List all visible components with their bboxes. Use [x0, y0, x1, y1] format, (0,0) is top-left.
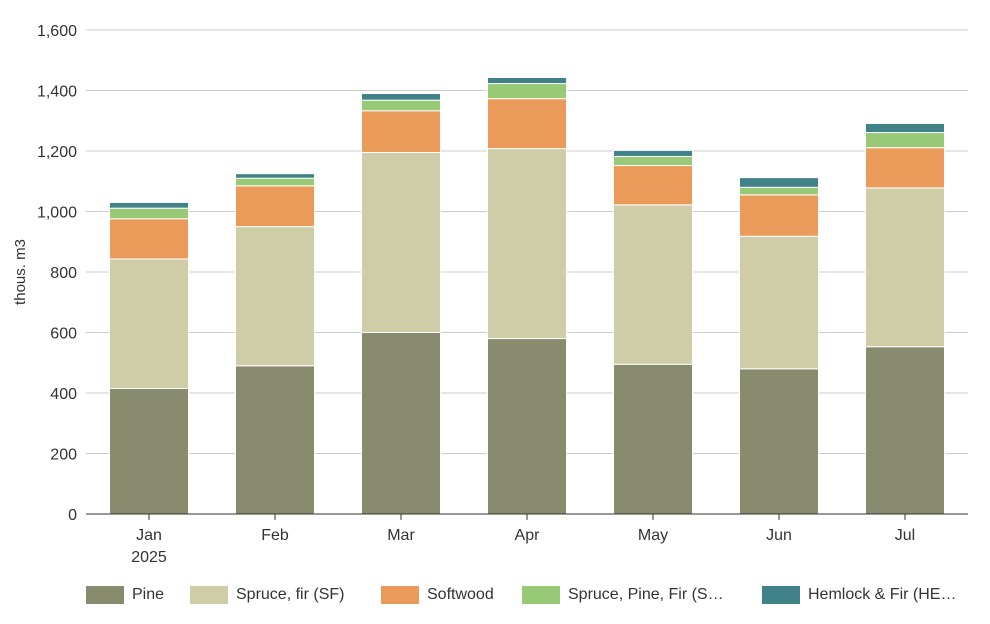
bar-segment[interactable]: [865, 132, 945, 149]
legend-label: Pine: [132, 586, 165, 603]
bar-stack-jun: [739, 177, 819, 515]
x-tick-label: May: [638, 527, 668, 544]
bar-segment[interactable]: [235, 226, 315, 367]
bar-segment[interactable]: [235, 177, 315, 187]
bar-segment[interactable]: [865, 122, 945, 134]
bar-segment[interactable]: [739, 368, 819, 515]
bar-segment[interactable]: [613, 165, 693, 206]
bar-segment[interactable]: [361, 332, 441, 515]
bar-segment[interactable]: [109, 218, 189, 260]
x-tick-label: Apr: [515, 527, 541, 544]
bar-segment[interactable]: [361, 110, 441, 154]
legend-swatch: [522, 586, 560, 604]
bar-stack-jan: [109, 201, 189, 515]
y-tick-label: 1,600: [37, 23, 77, 40]
bar-segment[interactable]: [613, 149, 693, 157]
bar-segment[interactable]: [235, 185, 315, 228]
stacked-bar-chart: 0 200 400 600 800 1,000 1,200 1,400 1,600 Jan 202…: [12, 23, 968, 566]
legend-label: Softwood: [427, 586, 494, 603]
y-axis-title: thous. m3: [12, 239, 29, 305]
bar-stack-feb: [235, 173, 315, 515]
bar-segment[interactable]: [487, 83, 567, 100]
legend-label: Spruce, fir (SF): [236, 586, 345, 603]
bar-segment[interactable]: [487, 338, 567, 515]
legend-swatch: [381, 586, 419, 604]
legend-label: Spruce, Pine, Fir (S…: [568, 586, 724, 603]
bar-segment[interactable]: [235, 173, 315, 179]
bar-segment[interactable]: [487, 76, 567, 85]
y-tick-label: 0: [68, 507, 77, 524]
x-tick-label: Jun: [766, 527, 792, 544]
bar-segment[interactable]: [487, 98, 567, 150]
x-tick-label: Feb: [261, 527, 289, 544]
bar-segment[interactable]: [613, 204, 693, 365]
bar-segment[interactable]: [109, 258, 189, 389]
legend: Pine Spruce, fir (SF) Softwood Spruce, Pine…: [0, 583, 990, 609]
bar-segment[interactable]: [487, 148, 567, 340]
bar-stack-may: [613, 149, 693, 515]
bar-segment[interactable]: [361, 93, 441, 101]
legend-swatch: [190, 586, 228, 604]
bar-segment[interactable]: [739, 177, 819, 188]
y-tick-label: 800: [50, 265, 77, 282]
y-tick-label: 200: [50, 447, 77, 464]
legend-swatch: [86, 586, 124, 604]
legend-item[interactable]: Pine: [86, 583, 164, 607]
bars: [109, 76, 945, 515]
y-tick-label: 1,400: [37, 84, 77, 101]
bar-segment[interactable]: [235, 365, 315, 515]
bar-segment[interactable]: [865, 346, 945, 515]
bar-segment[interactable]: [109, 387, 189, 515]
y-axis-ticks: 0 200 400 600 800 1,000 1,200 1,400 1,600: [37, 23, 77, 524]
bar-stack-mar: [361, 93, 441, 515]
x-axis-ticks: Jan 2025 Feb Mar Apr May Jun Jul: [131, 514, 915, 566]
bar-segment[interactable]: [865, 147, 945, 189]
legend-swatch: [762, 586, 800, 604]
bar-segment[interactable]: [739, 235, 819, 370]
bar-segment[interactable]: [109, 207, 189, 220]
x-tick-label: Jul: [895, 527, 915, 544]
bar-stack-jul: [865, 122, 945, 515]
y-tick-label: 400: [50, 386, 77, 403]
bar-segment[interactable]: [865, 187, 945, 348]
y-tick-label: 600: [50, 326, 77, 343]
bar-segment[interactable]: [739, 186, 819, 196]
x-tick-label: Mar: [387, 527, 415, 544]
bar-segment[interactable]: [361, 99, 441, 112]
bar-segment[interactable]: [613, 155, 693, 167]
legend-item[interactable]: Softwood: [381, 583, 494, 607]
legend-item[interactable]: Spruce, fir (SF): [190, 583, 344, 607]
legend-item[interactable]: Hemlock & Fir (HE…: [762, 583, 956, 607]
bar-segment[interactable]: [361, 152, 441, 333]
x-tick-sublabel: 2025: [131, 549, 167, 566]
bar-segment[interactable]: [739, 194, 819, 237]
bar-segment[interactable]: [613, 363, 693, 515]
bar-segment[interactable]: [109, 201, 189, 209]
bar-stack-apr: [487, 76, 567, 515]
y-tick-label: 1,200: [37, 144, 77, 161]
legend-item[interactable]: Spruce, Pine, Fir (S…: [522, 583, 724, 607]
x-tick-label: Jan: [136, 527, 162, 544]
y-tick-label: 1,000: [37, 205, 77, 222]
legend-label: Hemlock & Fir (HE…: [808, 586, 957, 603]
